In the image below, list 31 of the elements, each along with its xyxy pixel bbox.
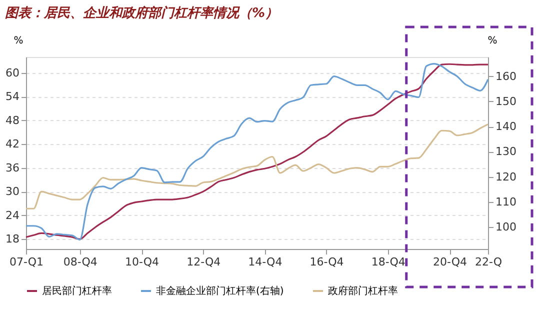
line-series — [25, 124, 489, 210]
x-tick-label: 12-Q4 — [186, 256, 221, 268]
y2-tick-label: 140 — [496, 120, 516, 134]
x-tick-label: 22-Q — [474, 256, 502, 268]
legend-label: 政府部门杠杆率 — [328, 285, 398, 297]
y-tick-label: 36 — [6, 161, 20, 174]
y-tick-label: 30 — [6, 185, 20, 198]
x-tick-label: 07-Q1 — [9, 256, 44, 268]
y-tick-label: 18 — [6, 232, 20, 246]
y-axis-title: % — [14, 36, 24, 46]
y2-tick-label: 150 — [496, 94, 516, 108]
y2-tick-label: 100 — [496, 220, 516, 234]
y2-axis-title: % — [488, 36, 498, 46]
y-tick-label: 54 — [6, 90, 20, 104]
x-tick-label: 08-Q4 — [63, 256, 98, 268]
x-tick-label: 16-Q4 — [310, 256, 344, 268]
y2-tick-label: 130 — [496, 145, 516, 158]
legend-label: 非金融企业部门杠杆率(右轴) — [156, 285, 284, 297]
x-tick-label: 14-Q4 — [248, 256, 282, 268]
x-tick-label: 18-Q4 — [371, 256, 406, 268]
y2-tick-label: 160 — [496, 70, 516, 83]
y-tick-label: 24 — [6, 208, 20, 222]
y-tick-label: 42 — [6, 138, 20, 151]
y2-tick-label: 110 — [496, 196, 516, 209]
chart-title: 图表：居民、企业和政府部门杠杆率情况（%） — [5, 4, 278, 21]
y-tick-label: 60 — [6, 66, 20, 80]
x-tick-label: 20-Q4 — [432, 256, 468, 268]
y2-tick-label: 120 — [496, 170, 516, 184]
y-tick-label: 48 — [6, 114, 20, 127]
legend-label: 居民部门杠杆率 — [42, 285, 112, 297]
x-tick-label: 10-Q4 — [124, 256, 160, 268]
